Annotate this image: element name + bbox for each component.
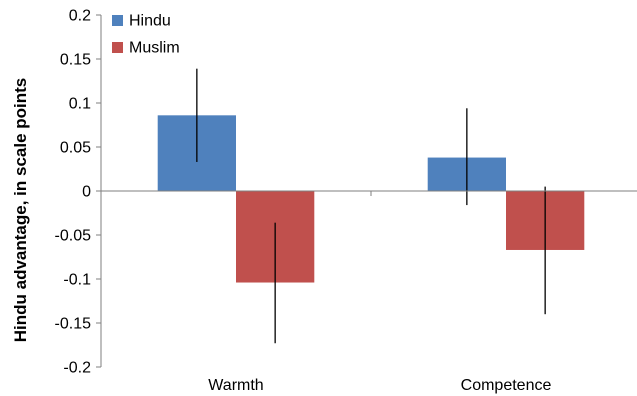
error-bars-group: [196, 68, 546, 344]
y-tick-label: -0.05: [55, 228, 92, 245]
x-tick-label: Warmth: [208, 377, 263, 394]
legend-swatch-hindu: [112, 15, 123, 26]
y-axis-title-group: Hindu advantage, in scale points: [11, 78, 30, 343]
y-tick-label: 0.2: [69, 8, 91, 25]
legend: Hindu Muslim: [112, 13, 180, 57]
x-axis: Warmth Competence: [100, 190, 637, 394]
y-axis-title: Hindu advantage, in scale points: [11, 78, 30, 343]
x-tick-label: Competence: [461, 377, 552, 394]
y-tick-label: 0: [82, 184, 91, 201]
y-axis: 0.2 0.15 0.1 0.05 0 -0.05 -0.1 -0.15 -0.2: [55, 8, 102, 377]
legend-label-muslim: Muslim: [129, 40, 180, 57]
legend-swatch-muslim: [112, 42, 123, 53]
y-tick-label: -0.2: [63, 360, 91, 377]
y-tick-label: -0.1: [63, 272, 91, 289]
y-tick-label: 0.05: [60, 140, 91, 157]
y-tick-label: -0.15: [55, 316, 92, 333]
y-tick-label: 0.15: [60, 52, 91, 69]
legend-label-hindu: Hindu: [129, 13, 171, 30]
y-tick-label: 0.1: [69, 96, 91, 113]
bars-group: [157, 115, 585, 283]
